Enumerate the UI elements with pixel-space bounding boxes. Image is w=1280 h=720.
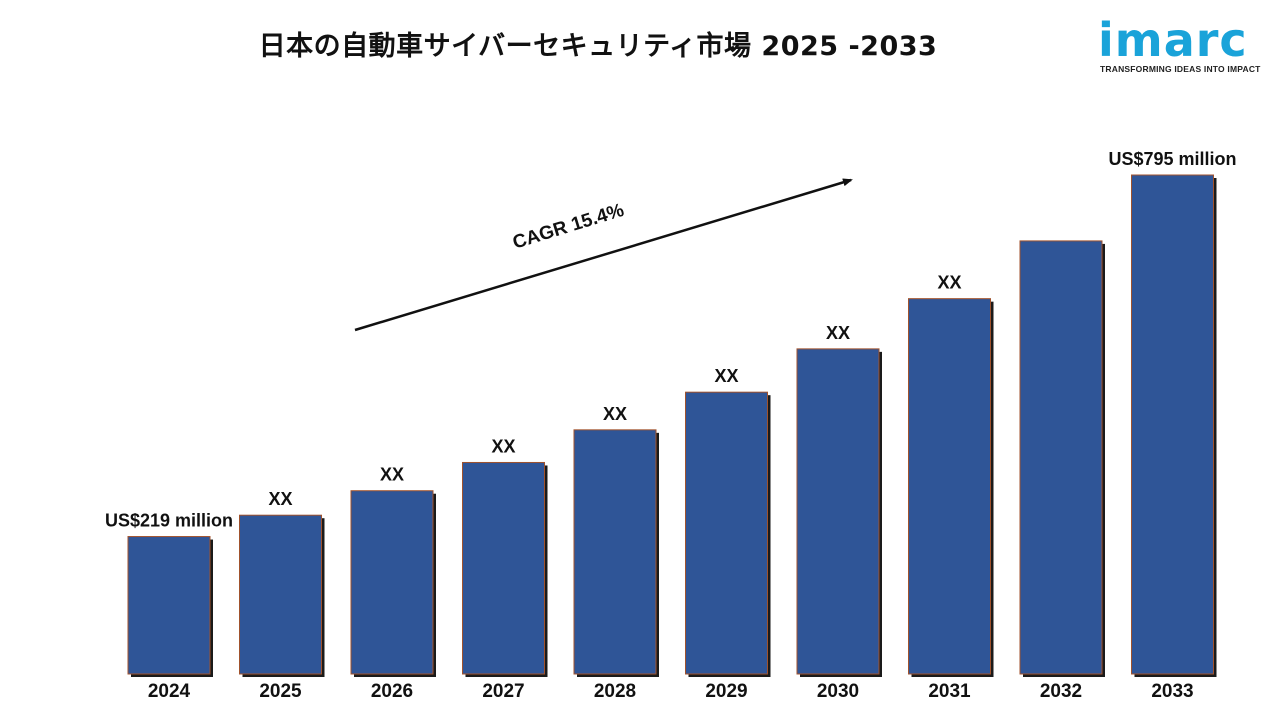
data-label-2030: XX bbox=[826, 323, 850, 343]
x-tick-2032: 2032 bbox=[1040, 681, 1082, 702]
bar-2032 bbox=[1019, 240, 1103, 675]
x-tick-2031: 2031 bbox=[928, 681, 971, 702]
x-tick-2029: 2029 bbox=[705, 681, 747, 702]
data-label-2025: XX bbox=[268, 489, 292, 509]
bar-2031 bbox=[908, 298, 991, 675]
x-tick-2028: 2028 bbox=[594, 681, 636, 702]
imarc-logo: imarc TRANSFORMING IDEAS INTO IMPACT bbox=[1098, 13, 1261, 76]
data-label-2028: XX bbox=[603, 404, 627, 424]
x-tick-2033: 2033 bbox=[1151, 681, 1193, 702]
chart-title: 日本の自動車サイバーセキュリティ市場 2025 -2033 bbox=[258, 31, 938, 62]
bar-2033 bbox=[1131, 174, 1214, 675]
data-label-2029: XX bbox=[714, 366, 738, 386]
logo-wordmark: imarc bbox=[1098, 13, 1248, 67]
x-tick-2027: 2027 bbox=[482, 681, 524, 702]
data-label-2024: US$219 million bbox=[105, 511, 233, 531]
data-label-2026: XX bbox=[380, 465, 404, 485]
logo-tagline: TRANSFORMING IDEAS INTO IMPACT bbox=[1100, 64, 1261, 74]
cagr-arrow bbox=[354, 178, 853, 332]
bar-2028 bbox=[573, 429, 657, 675]
data-label-2027: XX bbox=[491, 436, 515, 456]
bar-2030 bbox=[796, 348, 880, 675]
x-tick-2030: 2030 bbox=[817, 681, 859, 702]
cagr-label: CAGR 15.4% bbox=[510, 200, 626, 254]
bar-2024 bbox=[127, 536, 211, 675]
x-tick-2025: 2025 bbox=[259, 681, 302, 702]
data-label-2031: XX bbox=[937, 273, 961, 293]
bar-2029 bbox=[685, 391, 768, 675]
bar-2025 bbox=[239, 514, 322, 675]
bar-2027 bbox=[462, 461, 545, 675]
x-tick-2026: 2026 bbox=[371, 681, 413, 702]
data-label-2033: US$795 million bbox=[1108, 149, 1236, 169]
x-tick-2024: 2024 bbox=[148, 681, 191, 702]
bar-2026 bbox=[350, 490, 434, 675]
